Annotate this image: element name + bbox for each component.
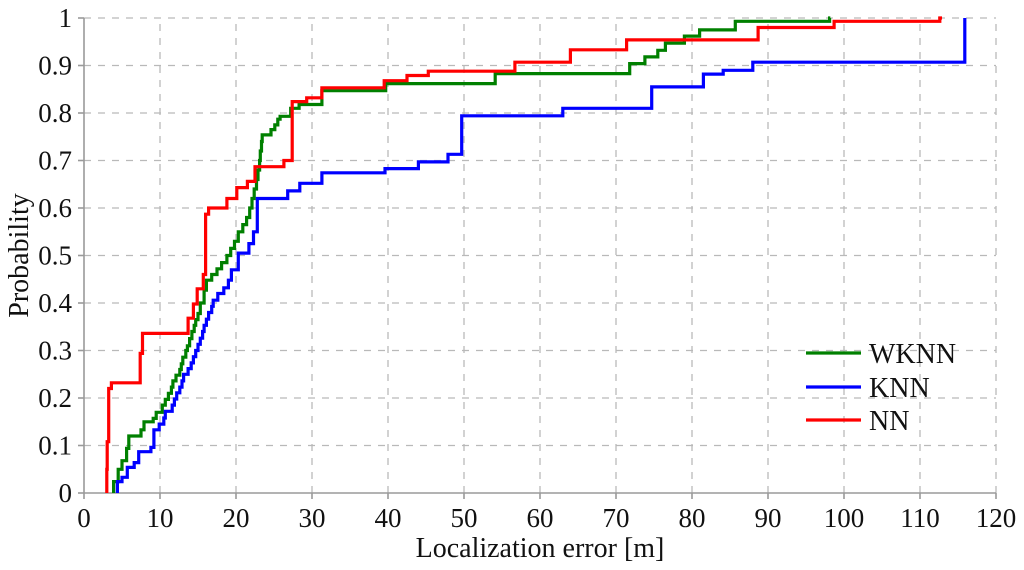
legend-item-knn: KNN: [806, 373, 930, 404]
y-tick-label: 0.5: [38, 241, 72, 271]
tick-labels: 0 10 20 30 40 50 60 70 80 90 100 110 120 0 0.1 0.2 0.3 0.…: [38, 3, 1016, 533]
y-axis-title: Probability: [4, 193, 35, 317]
y-tick-label: 0.7: [38, 146, 72, 176]
x-tick-label: 100: [824, 503, 865, 533]
legend-item-nn: NN: [806, 406, 909, 437]
x-tick-label: 0: [77, 503, 91, 533]
x-tick-label: 30: [299, 503, 326, 533]
x-tick-label: 70: [603, 503, 630, 533]
legend-label-nn: NN: [869, 406, 909, 437]
x-tick-label: 110: [900, 503, 940, 533]
y-tick-label: 0.4: [38, 288, 72, 318]
x-axis-title: Localization error [m]: [416, 533, 665, 564]
x-tick-label: 120: [976, 503, 1017, 533]
x-tick-label: 50: [451, 503, 478, 533]
x-tick-label: 90: [755, 503, 782, 533]
x-tick-label: 10: [147, 503, 174, 533]
y-tick-label: 0.8: [38, 98, 72, 128]
y-tick-label: 0.9: [38, 51, 72, 81]
y-tick-label: 0.1: [38, 431, 72, 461]
legend-label-knn: KNN: [869, 373, 930, 404]
y-tick-label: 0.2: [38, 383, 72, 413]
tick-marks: [78, 17, 997, 499]
cdf-curve-wknn: [112, 16, 832, 493]
x-tick-label: 60: [527, 503, 554, 533]
legend-item-wknn: WKNN: [806, 339, 956, 370]
y-tick-label: 0.3: [38, 336, 72, 366]
grid: [84, 17, 997, 493]
legend-label-wknn: WKNN: [869, 339, 956, 370]
y-tick-label: 1: [59, 3, 73, 33]
y-tick-label: 0: [59, 478, 73, 508]
cdf-curve-nn: [105, 16, 942, 493]
y-tick-label: 0.6: [38, 193, 72, 223]
cdf-curve-knn: [115, 18, 967, 493]
x-tick-label: 20: [223, 503, 250, 533]
x-tick-label: 40: [375, 503, 402, 533]
x-tick-label: 80: [679, 503, 706, 533]
